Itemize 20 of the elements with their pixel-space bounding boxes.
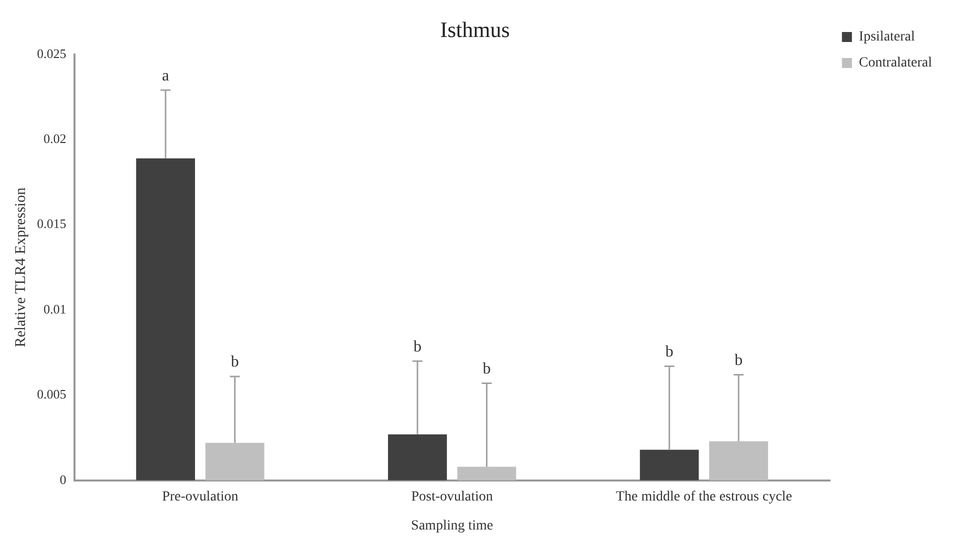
annotation: b: [665, 343, 674, 360]
annotation: b: [230, 354, 239, 371]
annotation: b: [482, 360, 491, 378]
y-tick-label: 0.005: [37, 386, 66, 402]
y-tick-label: 0.015: [37, 216, 66, 232]
chart-title: Isthmus: [440, 16, 510, 42]
annotation: b: [413, 338, 422, 356]
y-tick-label: 0.025: [37, 46, 66, 61]
legend-label: Contralateral: [858, 56, 932, 71]
x-tick-label: Pre-ovulation: [162, 489, 238, 504]
annotation: b: [734, 352, 743, 369]
legend-label: Ipsilateral: [858, 30, 916, 45]
annotation: a: [162, 67, 170, 84]
x-tick-label: The middle of the estrous cycle: [616, 489, 792, 504]
x-tick-label: Post-ovulation: [411, 489, 493, 504]
y-tick-label: 0.02: [44, 131, 66, 146]
y-tick-label: 0: [60, 472, 66, 487]
x-axis-title: Sampling time: [411, 518, 494, 534]
y-tick-label: 0.01: [44, 301, 66, 316]
y-axis-title: Relative TLR4 Expression: [12, 187, 29, 348]
